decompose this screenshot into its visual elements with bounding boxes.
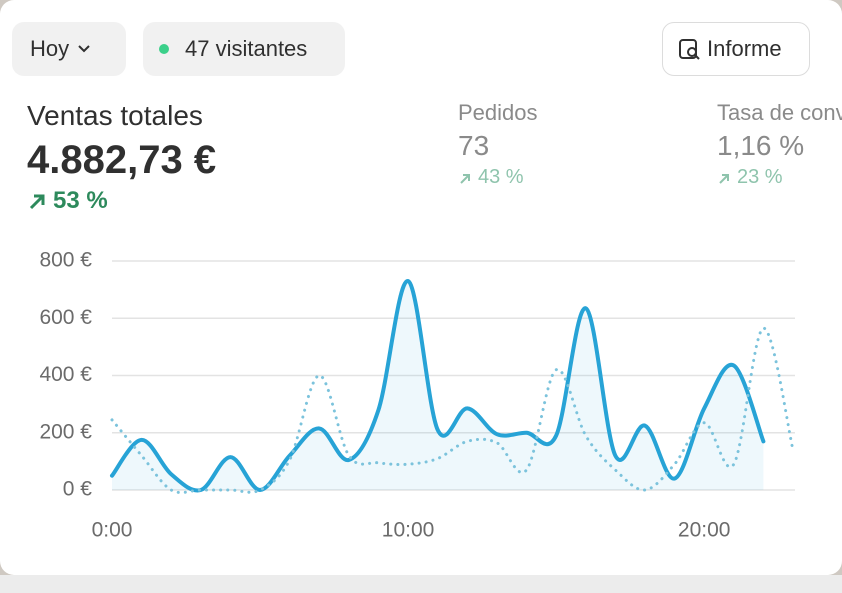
metric-value: 73	[458, 130, 490, 161]
line	[110, 326, 795, 495]
period-label: Hoy	[30, 36, 70, 61]
report-button[interactable]: Informe	[662, 22, 810, 76]
metric-value: 1,16 %	[717, 130, 805, 161]
line	[110, 279, 766, 493]
bottom-strip	[0, 575, 842, 593]
report-icon	[679, 39, 700, 60]
live-dot	[159, 44, 169, 54]
metric-change-value: 53 %	[53, 187, 108, 214]
chevron-icon	[78, 45, 90, 53]
x-tick-label: 20:00	[678, 519, 731, 542]
up-arrow	[719, 173, 729, 184]
area	[112, 280, 764, 491]
report-label: Informe	[707, 36, 782, 61]
chart: 0 € 200 € 400 € 600 € 800 € 0:00 10:00 20:00	[39, 249, 795, 542]
y-tick-label: 800 €	[39, 249, 92, 272]
y-tick-label: 0 €	[63, 478, 93, 501]
metric-change-value: 23 %	[737, 166, 783, 188]
metric: Tasa de conversión 1,16 % 23 %	[717, 100, 842, 189]
x-tick-label: 10:00	[382, 519, 435, 542]
metric: Pedidos 73 43 %	[458, 100, 538, 189]
visitors-label: 47 visitantes	[185, 36, 308, 61]
metric-label: Tasa de conversión	[717, 100, 842, 125]
metric-change: 23 %	[717, 166, 842, 189]
y-tick-label: 200 €	[39, 420, 92, 443]
visitors-badge: 47 visitantes	[143, 22, 345, 76]
metric-change: 43 %	[458, 166, 538, 189]
metric: Ventas totales 4.882,73 € 53 %	[27, 100, 216, 215]
metric-value: 4.882,73 €	[27, 138, 217, 182]
up-arrow	[29, 194, 45, 210]
metric-change: 53 %	[27, 187, 216, 215]
x-tick-label: 0:00	[92, 519, 133, 542]
card: Hoy 47 visitantes Informe Ventas totales…	[0, 0, 842, 575]
period-button[interactable]: Hoy	[12, 22, 126, 76]
metric-label: Pedidos	[458, 100, 538, 125]
y-tick-label: 400 €	[39, 363, 92, 386]
metric-change-value: 43 %	[478, 166, 524, 188]
metric-label: Ventas totales	[27, 100, 203, 131]
up-arrow	[460, 173, 470, 184]
y-tick-label: 600 €	[39, 306, 92, 329]
